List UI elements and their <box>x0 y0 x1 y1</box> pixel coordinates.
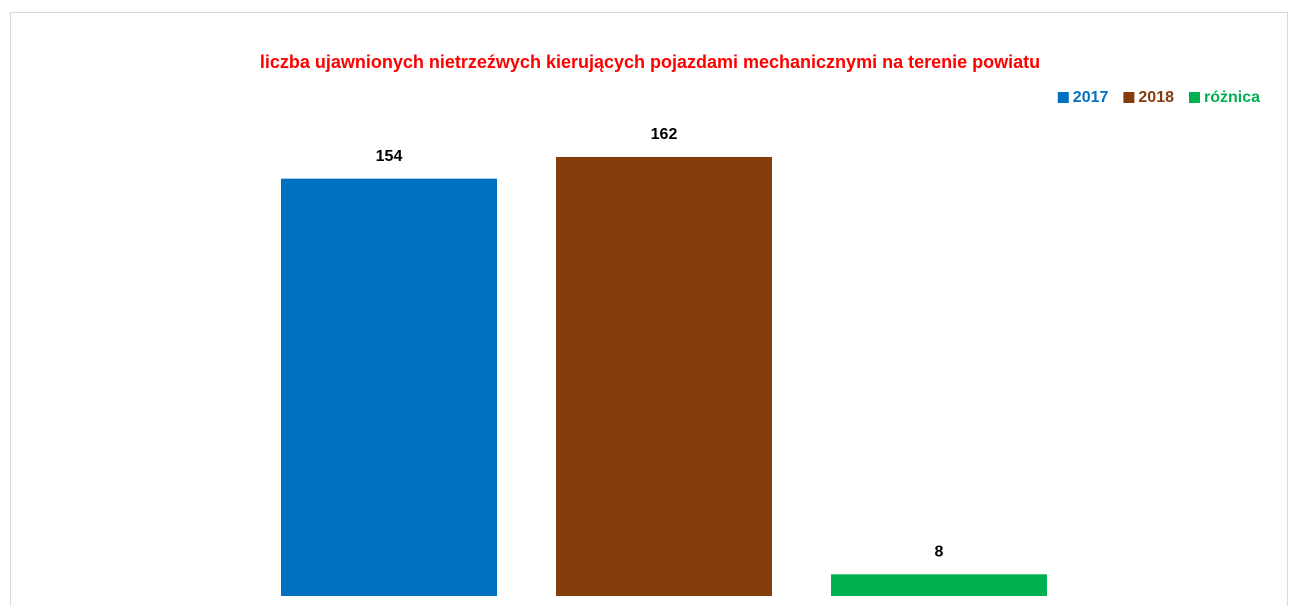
bar <box>556 156 772 597</box>
legend-label: różnica <box>1204 89 1260 106</box>
chart-border <box>10 12 1288 606</box>
bar <box>831 574 1047 596</box>
bar <box>281 178 497 596</box>
legend-swatch <box>1123 92 1135 103</box>
data-label: 154 <box>376 148 403 165</box>
legend-swatch <box>1057 92 1069 103</box>
legend-label: 2017 <box>1073 89 1109 106</box>
data-label: 162 <box>651 126 678 143</box>
chart-title: liczba ujawnionych nietrzeźwych kierując… <box>260 52 1040 72</box>
legend-label: 2018 <box>1138 89 1174 106</box>
legend-swatch <box>1188 92 1200 103</box>
data-label: 8 <box>935 544 944 561</box>
